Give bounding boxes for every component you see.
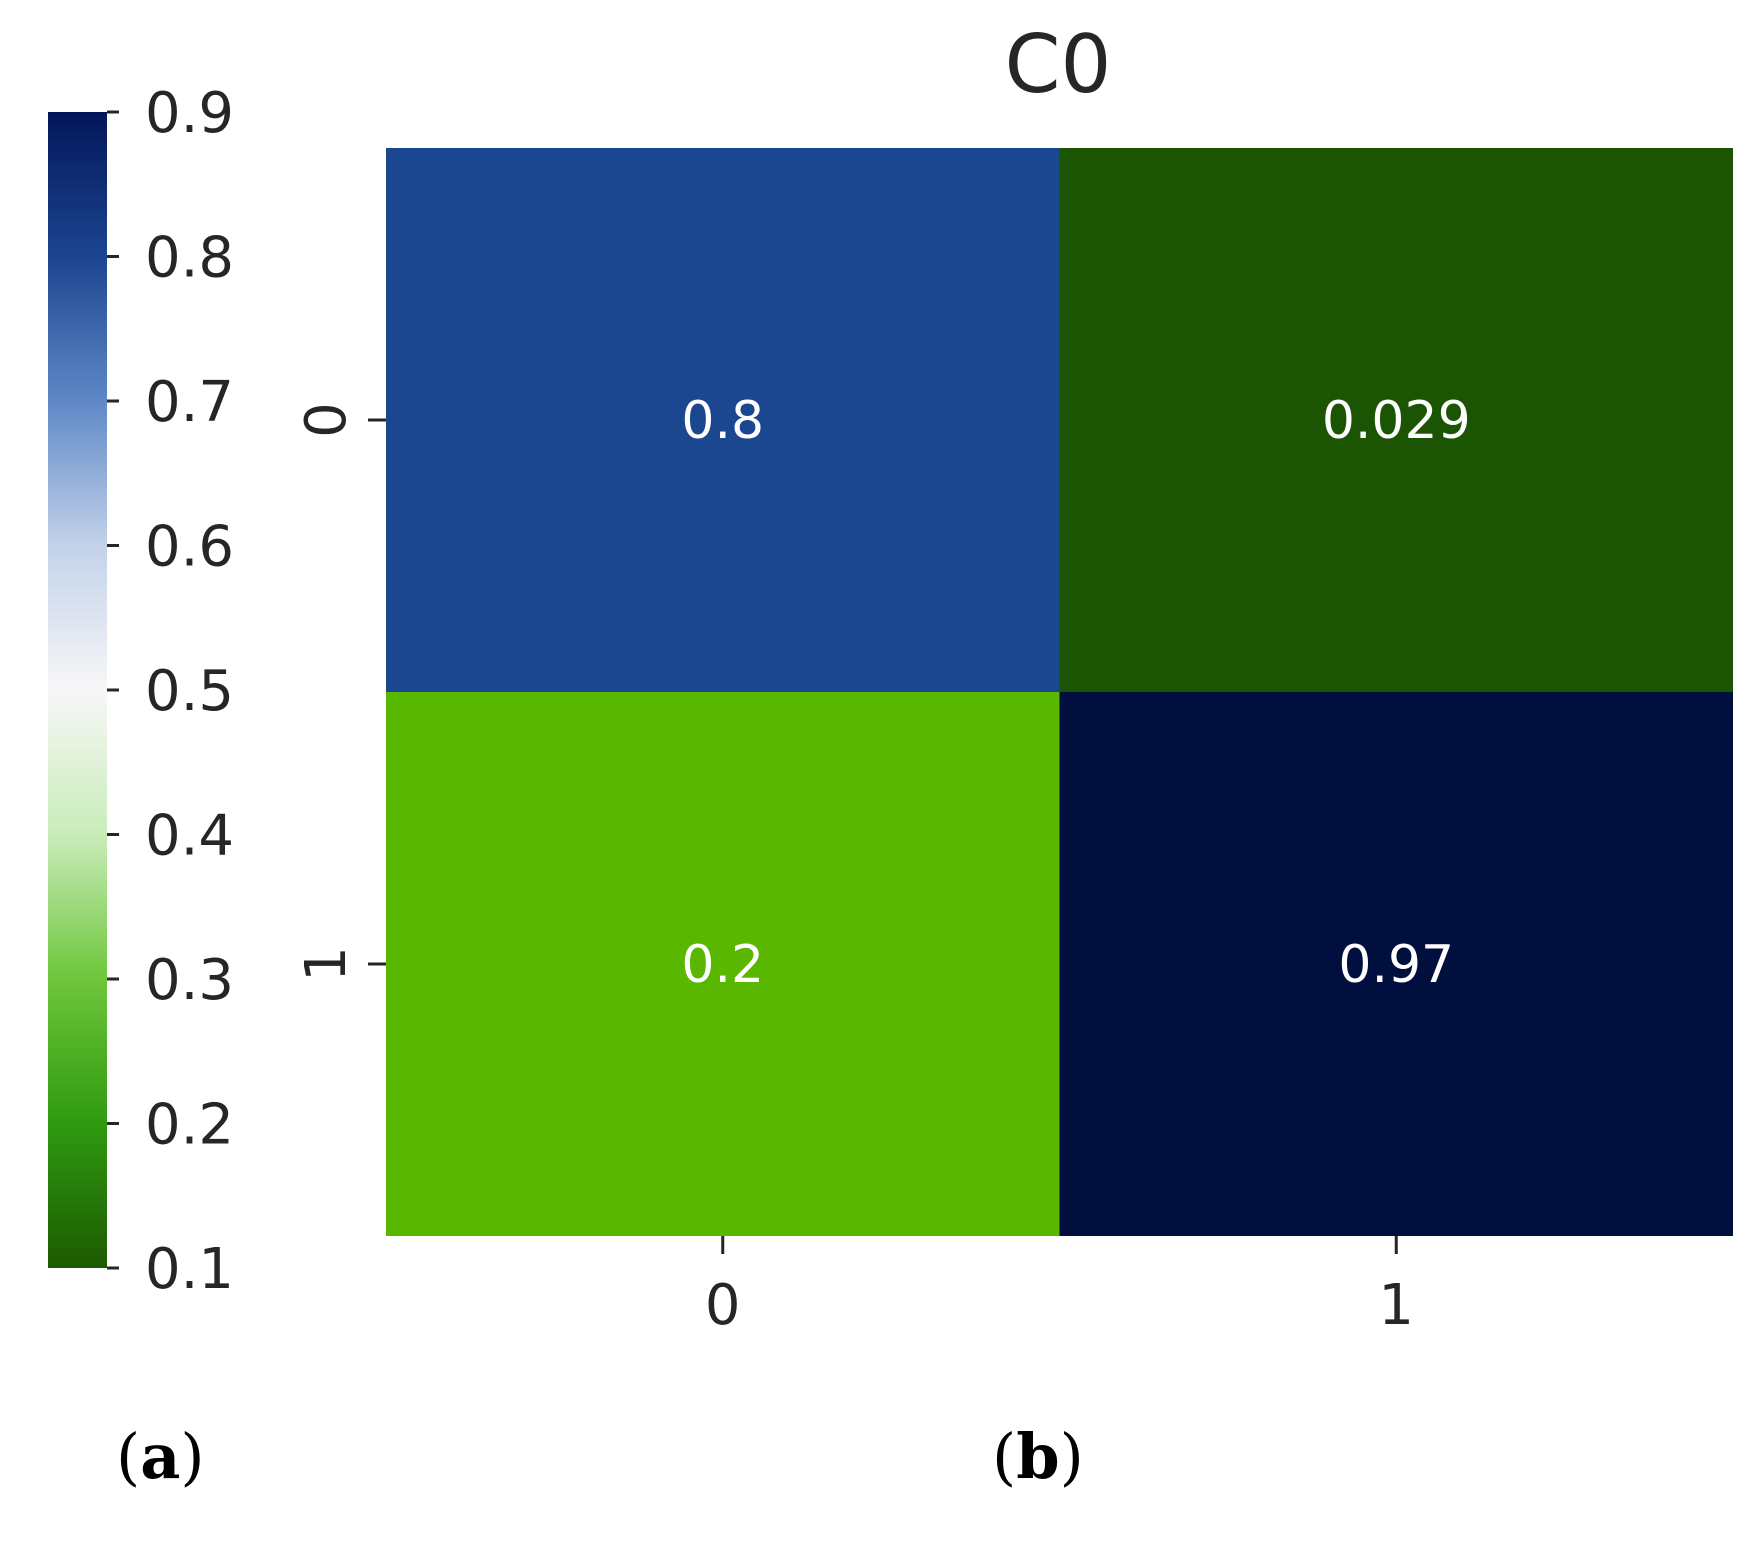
colorbar-tick-label: 0.1 [145, 1237, 234, 1302]
heatmap-axes: 0 1 0 1 [294, 402, 1414, 1338]
panel-label-b-letter: b [1016, 1420, 1060, 1493]
y-axis-tick-label: 1 [294, 946, 359, 982]
colorbar-tick-label: 0.2 [145, 1093, 234, 1158]
heatmap-cell [386, 148, 1060, 692]
heatmap-cell [1059, 692, 1733, 1236]
colorbar-tick-label: 0.5 [145, 659, 234, 724]
colorbar-tick-label: 0.9 [145, 81, 234, 146]
x-axis-tick-label: 1 [1378, 1273, 1414, 1338]
panel-label-b: (b) [992, 1420, 1084, 1493]
colorbar-tick-label: 0.3 [145, 948, 234, 1013]
colorbar-tick-label: 0.6 [145, 515, 234, 580]
panel-label-a: (a) [116, 1420, 205, 1493]
colorbar-gradient-bar [48, 112, 107, 1268]
heatmap-cell-value: 0.2 [681, 935, 764, 995]
colorbar-tick-label: 0.4 [145, 804, 234, 869]
colorbar-tick-label: 0.8 [145, 226, 234, 291]
chart-title: C0 [1005, 18, 1112, 111]
panel-label-a-letter: a [140, 1420, 181, 1493]
heatmap-cell [386, 692, 1060, 1236]
heatmap-cells: 0.8 0.029 0.2 0.97 [386, 148, 1733, 1236]
colorbar: 0.1 0.2 0.3 0.4 0.5 0.6 0.7 0.8 0.9 [48, 81, 234, 1302]
colorbar-tick-label: 0.7 [145, 370, 234, 435]
x-axis-tick-label: 0 [705, 1273, 741, 1338]
heatmap-cell-value: 0.8 [681, 391, 764, 451]
heatmap-cell-value: 0.029 [1322, 391, 1471, 451]
y-axis-tick-label: 0 [294, 402, 359, 438]
heatmap-cell [1059, 148, 1733, 692]
heatmap-cell-value: 0.97 [1338, 935, 1454, 995]
